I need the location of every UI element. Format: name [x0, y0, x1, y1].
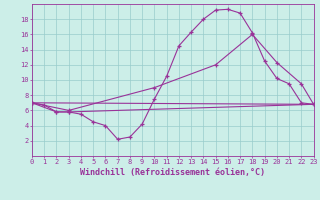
X-axis label: Windchill (Refroidissement éolien,°C): Windchill (Refroidissement éolien,°C) — [80, 168, 265, 177]
